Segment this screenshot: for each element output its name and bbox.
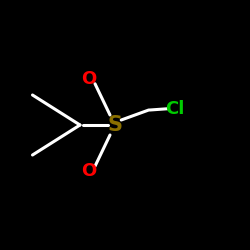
Text: O: O [81, 70, 96, 88]
Text: Cl: Cl [165, 100, 185, 118]
Text: S: S [108, 115, 122, 135]
Text: O: O [81, 162, 96, 180]
